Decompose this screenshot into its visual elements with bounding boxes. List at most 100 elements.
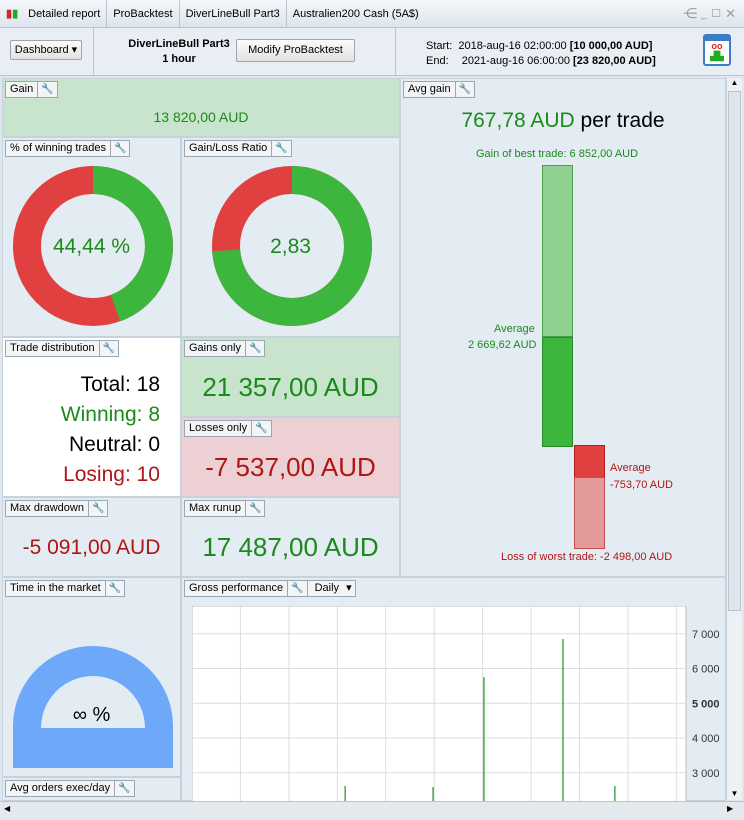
y-tick-label: 3 000 [692,768,720,780]
avg-title: Avg gain [408,83,451,95]
vertical-scrollbar[interactable]: ▲ ▼ [726,78,742,800]
strategy-name: DiverLineBull Part3 [128,38,230,50]
wrench-icon[interactable]: 🔧 [114,781,133,796]
trade-distribution-panel: Trade distribution 🔧 Total: 18 Winning: 8… [2,337,181,497]
dashboard-dropdown[interactable]: Dashboard ▾ [10,40,82,60]
wrench-icon[interactable]: 🔧 [244,341,264,356]
start-label: Start: [426,40,453,52]
avg-orders-panel: Avg orders exec/day 🔧 [2,777,181,801]
gross-title: Gross performance [189,582,284,594]
worst-trade-bar [574,477,605,549]
close-icon[interactable]: ✕ [725,5,736,21]
gain-panel: Gain 🔧 13 820,00 AUD [2,78,400,137]
losses-only-title: Losses only [189,422,248,434]
max-runup-panel: Max runup 🔧 17 487,00 AUD [181,497,400,577]
avg-gain-value: 767,78 AUD [461,109,575,132]
max-drawdown-panel: Max drawdown 🔧 -5 091,00 AUD [2,497,181,577]
wrench-icon[interactable]: 🔧 [98,341,118,356]
gains-only-value: 21 357,00 AUD [202,372,379,402]
gain-loss-ratio-panel: Gain/Loss Ratio 🔧 2,83 [181,137,400,337]
wrench-icon[interactable]: 🔧 [110,141,129,156]
wrench-icon[interactable]: 🔧 [87,501,107,516]
wrench-icon[interactable]: 🔧 [454,82,474,97]
y-tick-label: 6 000 [692,664,720,676]
horizontal-scrollbar[interactable]: ◀ ▶ [0,801,744,818]
wrench-icon[interactable]: 🔧 [244,501,264,516]
y-tick-label: 5 000 [692,698,720,710]
worst-trade-label: Loss of worst trade: -2 498,00 AUD [501,551,673,563]
runup-value: 17 487,00 AUD [202,532,379,562]
vertical-scroll-thumb[interactable] [728,91,741,611]
avg-gain-panel: Avg gain 🔧 767,78 AUD per trade Gain of b… [400,78,726,577]
wrench-icon[interactable]: 🔧 [271,141,290,156]
avg-gain-label: Average [494,323,535,335]
scroll-right-icon[interactable]: ▶ [727,804,734,813]
candlestick-icon: ▮▮ [6,8,19,20]
ratio-donut [212,166,372,326]
scroll-left-icon[interactable]: ◀ [4,804,11,813]
gains-only-panel: Gains only 🔧 21 357,00 AUD [181,337,400,417]
gain-title: Gain [10,83,34,95]
end-date: 2021-aug-16 06:00:00 [461,55,570,67]
wrench-icon[interactable]: 🔧 [287,581,306,596]
maximize-icon[interactable]: ☐ [711,8,722,20]
donut-win-arc [13,166,173,326]
gauge-inner [41,676,145,728]
wrench-icon[interactable]: 🔧 [251,421,270,436]
winning-trades-panel: % of winning trades 🔧 44,44 % [2,137,181,337]
time-gauge [13,646,173,768]
best-trade-label: Gain of best trade: 6 852,00 AUD [476,148,639,160]
minimize-icon[interactable]: _ [701,7,708,20]
y-tick-label: 7 000 [692,629,720,641]
start-capital: [10 000,00 AUD] [569,40,653,52]
time-value: ∞ % [72,704,111,726]
winning-title: % of winning trades [10,142,106,154]
avg-loss-label: Average [610,462,651,474]
drawdown-value: -5 091,00 AUD [22,536,161,559]
avg-gain-amount: 2 669,62 AUD [468,339,537,351]
end-label: End: [426,55,449,67]
winning-value: 44,44 % [52,235,131,258]
avg-gain-bar [542,337,573,447]
per-trade-label: per trade [580,109,665,132]
losses-only-panel: Losses only 🔧 -7 537,00 AUD [181,417,400,497]
title-bar: ▮▮ Detailed report ProBacktest DiverLine… [0,0,744,28]
dashboard-label: Dashboard [14,44,69,56]
orders-title: Avg orders exec/day [10,782,111,794]
report-settings-icon[interactable]: oo ▟▙ [703,34,731,66]
plot-area [192,606,687,802]
drawdown-title: Max drawdown [10,502,84,514]
avg-loss-amount: -753,70 AUD [610,479,673,491]
tab-instrument: Australien200 Cash (5A$) [292,7,419,20]
winning-trades: Winning: 8 [60,403,160,426]
tab-strategy[interactable]: DiverLineBull Part3 [180,0,287,28]
start-date: 2018-aug-16 02:00:00 [458,40,567,52]
timeframe: 1 hour [162,53,196,65]
winning-donut [13,166,173,326]
y-tick-label: 4 000 [692,733,720,745]
best-trade-bar [542,165,573,337]
donut-gain-arc [212,166,372,326]
period-dropdown[interactable]: Daily ▾ [306,581,355,596]
time-title: Time in the market [10,582,101,594]
tab-detailed-report[interactable]: Detailed report [22,0,108,28]
period-label: Daily [314,582,340,594]
wrench-icon[interactable]: 🔧 [37,82,56,97]
neutral-trades: Neutral: 0 [68,433,160,456]
time-in-market-panel: Time in the market 🔧 ∞ % [2,577,181,777]
modify-probacktest-button[interactable]: Modify ProBacktest [236,39,355,62]
tab-probacktest[interactable]: ProBacktest [107,0,180,28]
gain-value: 13 820,00 AUD [153,109,249,125]
losses-only-value: -7 537,00 AUD [205,452,376,482]
losing-trades: Losing: 10 [63,463,160,486]
gross-performance-panel: Gross performance 🔧 Daily ▾ 7 000 6 000 5 00… [181,577,726,802]
ratio-value: 2,83 [270,235,311,258]
end-capital: [23 820,00 AUD] [573,55,656,67]
gains-only-title: Gains only [189,342,241,354]
avg-loss-bar [574,445,605,478]
share-icon[interactable]: ⋲ [683,5,698,21]
dist-title: Trade distribution [10,342,95,354]
wrench-icon[interactable]: 🔧 [104,581,124,596]
gross-performance-chart: 7 000 6 000 5 000 4 000 3 000 [192,606,720,802]
total-trades: Total: 18 [80,373,160,396]
